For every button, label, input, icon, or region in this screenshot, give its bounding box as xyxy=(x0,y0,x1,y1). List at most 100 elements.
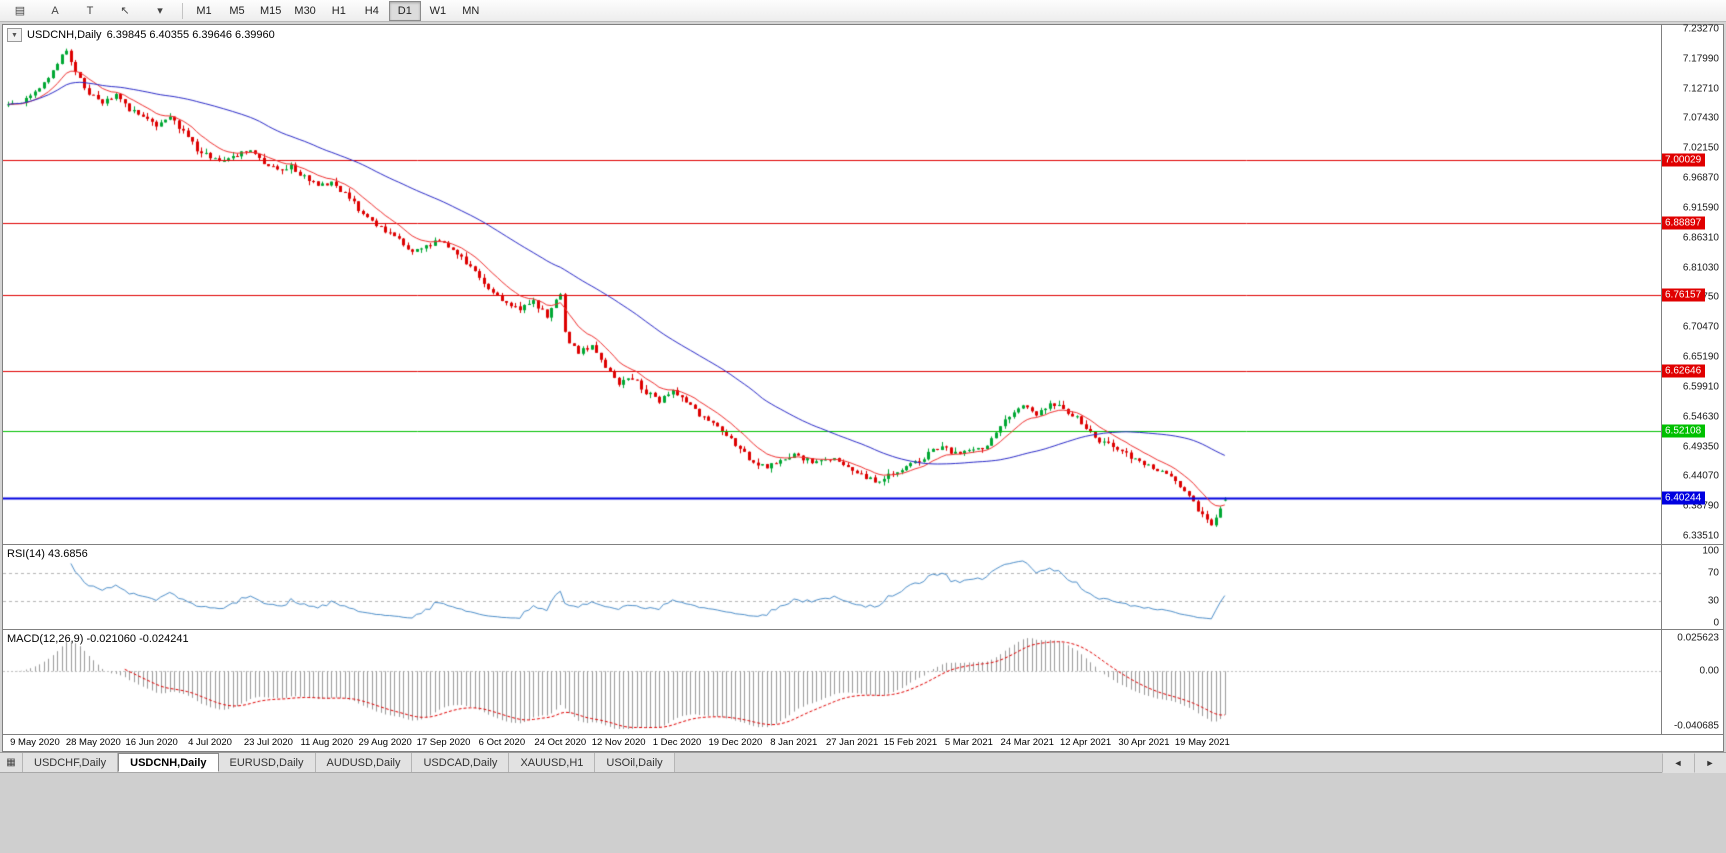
price-line-tag: 6.88897 xyxy=(1662,216,1706,230)
rsi-pane: RSI(14) 43.6856 100 70 30 0 xyxy=(3,545,1723,630)
price-axis-label: 6.96870 xyxy=(1682,172,1719,184)
date-axis-label: 12 Nov 2020 xyxy=(591,737,646,748)
macd-canvas[interactable] xyxy=(3,630,1661,734)
price-line-tag: 6.52108 xyxy=(1662,424,1706,438)
tab-scroll-left-icon[interactable]: ◄ xyxy=(1662,753,1694,773)
price-axis-label: 6.86310 xyxy=(1682,232,1719,244)
date-axis-label: 16 Jun 2020 xyxy=(125,737,178,748)
main-chart-canvas[interactable] xyxy=(3,25,1661,544)
tab-scroll-right-icon[interactable]: ► xyxy=(1694,753,1726,773)
date-axis-label: 4 Jul 2020 xyxy=(188,737,232,748)
date-axis-label: 9 May 2020 xyxy=(10,737,60,748)
chart-tab-usdchf[interactable]: USDCHF,Daily xyxy=(23,753,119,772)
text-label-icon[interactable]: T xyxy=(86,4,94,17)
chart-title: ▼ USDCNH,Daily 6.39845 6.40355 6.39646 6… xyxy=(7,28,275,42)
date-axis-label: 27 Jan 2021 xyxy=(825,737,879,748)
date-axis-label: 29 Aug 2020 xyxy=(358,737,412,748)
chart-window-icon[interactable]: ▤ xyxy=(14,4,26,17)
macd-pane: MACD(12,26,9) -0.021060 -0.024241 0.0256… xyxy=(3,630,1723,735)
date-axis-label: 5 Mar 2021 xyxy=(944,737,993,748)
price-axis-label: 6.44070 xyxy=(1682,470,1719,482)
tools-dropdown-icon[interactable]: ▾ xyxy=(157,4,163,17)
chart-tab-xauusd[interactable]: XAUUSD,H1 xyxy=(509,753,596,772)
date-axis-label: 19 May 2021 xyxy=(1174,737,1230,748)
timeframe-button-m1[interactable]: M1 xyxy=(196,4,212,17)
price-axis-label: 7.02150 xyxy=(1682,142,1719,154)
price-line-tag: 6.40244 xyxy=(1662,491,1706,505)
price-line-tag: 7.00029 xyxy=(1662,153,1706,167)
rsi-axis[interactable]: 100 70 30 0 xyxy=(1661,545,1723,629)
macd-axis-label: -0.040685 xyxy=(1673,720,1719,732)
timeframe-buttons-group: M1 M5 M15 M30 H1 H4 D1 W1 MN xyxy=(188,0,487,21)
date-axis-label: 24 Oct 2020 xyxy=(534,737,587,748)
status-area xyxy=(0,773,1726,853)
timeframe-button-m30[interactable]: M30 xyxy=(294,4,316,17)
chart-tab-usdcad[interactable]: USDCAD,Daily xyxy=(412,753,510,772)
rsi-canvas[interactable] xyxy=(3,545,1661,629)
rsi-indicator-label: RSI(14) 43.6856 xyxy=(7,548,88,560)
time-axis[interactable]: 9 May 2020 28 May 2020 16 Jun 2020 4 Jul 20… xyxy=(3,735,1723,751)
date-axis-label: 12 Apr 2021 xyxy=(1059,737,1112,748)
price-axis-label: 6.38790 xyxy=(1682,500,1719,512)
price-line-tag: 6.76157 xyxy=(1662,288,1706,302)
date-axis-label: 23 Jul 2020 xyxy=(243,737,293,748)
price-axis-label: 6.70470 xyxy=(1682,321,1719,333)
rsi-axis-label: 70 xyxy=(1707,567,1719,579)
chart-tab-usdcnh[interactable]: USDCNH,Daily xyxy=(118,753,219,772)
timeframe-button-w1[interactable]: W1 xyxy=(429,4,447,17)
timeframe-button-m5[interactable]: M5 xyxy=(229,4,245,17)
date-axis-label: 28 May 2020 xyxy=(65,737,121,748)
price-line-tag: 6.62646 xyxy=(1662,364,1706,378)
chart-ohlc-values: 6.39845 6.40355 6.39646 6.39960 xyxy=(106,29,275,41)
tab-scroll-controls: ◄ ► xyxy=(1662,753,1726,773)
text-annotation-icon[interactable]: A xyxy=(51,4,59,17)
chart-symbol-label: USDCNH,Daily xyxy=(27,29,102,41)
price-axis-label: 7.23270 xyxy=(1682,23,1719,35)
chart-tab-audusd[interactable]: AUDUSD,Daily xyxy=(315,753,413,772)
date-axis-label: 19 Dec 2020 xyxy=(708,737,763,748)
price-axis-label: 7.17990 xyxy=(1682,53,1719,65)
timeframe-button-m15[interactable]: M15 xyxy=(260,4,282,17)
date-axis-label: 8 Jan 2021 xyxy=(770,737,818,748)
chart-tab-usoil[interactable]: USOil,Daily xyxy=(595,753,675,772)
timeframe-button-d1[interactable]: D1 xyxy=(388,0,421,21)
macd-axis-label: 0.025623 xyxy=(1677,632,1719,644)
timeframe-button-h1[interactable]: H1 xyxy=(331,4,346,17)
price-axis[interactable]: 7.23270 7.17990 7.12710 7.07430 7.02150 6.968… xyxy=(1661,23,1723,544)
toolbar-separator xyxy=(182,2,183,19)
window-list-icon[interactable]: ▦ xyxy=(0,753,23,772)
price-axis-label: 6.33510 xyxy=(1682,530,1719,542)
date-axis-label: 30 Apr 2021 xyxy=(1118,737,1170,748)
top-toolbar: ▤ A T ↖ ▾ M1 M5 M15 M30 H1 H4 D1 W1 MN xyxy=(0,0,1726,22)
macd-label-text: MACD(12,26,9) -0.021060 -0.024241 xyxy=(7,633,189,645)
main-chart-pane: ▼ USDCNH,Daily 6.39845 6.40355 6.39646 6… xyxy=(3,23,1723,545)
chart-tab-eurusd[interactable]: EURUSD,Daily xyxy=(218,753,316,772)
collapse-chart-icon[interactable]: ▼ xyxy=(7,28,22,42)
price-axis-label: 6.81030 xyxy=(1682,262,1719,274)
rsi-axis-label: 100 xyxy=(1702,545,1719,557)
rsi-axis-label: 0 xyxy=(1713,617,1719,629)
price-axis-label: 7.12710 xyxy=(1682,83,1719,95)
cursor-tool-icon[interactable]: ↖ xyxy=(120,4,130,17)
date-axis-label: 11 Aug 2020 xyxy=(300,737,354,748)
price-axis-label: 6.49350 xyxy=(1682,441,1719,453)
chart-area: ▼ USDCNH,Daily 6.39845 6.40355 6.39646 6… xyxy=(2,24,1724,752)
price-axis-label: 7.07430 xyxy=(1682,112,1719,124)
macd-indicator-label: MACD(12,26,9) -0.021060 -0.024241 xyxy=(7,633,189,645)
price-axis-label: 6.54630 xyxy=(1682,411,1719,423)
date-axis-label: 1 Dec 2020 xyxy=(652,737,702,748)
timeframe-button-h4[interactable]: H4 xyxy=(364,4,379,17)
macd-axis-label: 0.00 xyxy=(1699,665,1719,677)
price-axis-label: 6.91590 xyxy=(1682,202,1719,214)
price-axis-label: 6.59910 xyxy=(1682,381,1719,393)
rsi-axis-label: 30 xyxy=(1707,595,1719,607)
tool-icons-group: ▤ A T ↖ ▾ xyxy=(3,1,177,21)
tabs-group: USDCHF,Daily USDCNH,Daily EURUSD,Daily AUDU… xyxy=(23,753,675,772)
date-axis-label: 24 Mar 2021 xyxy=(1000,737,1054,748)
date-axis-label: 15 Feb 2021 xyxy=(883,737,938,748)
macd-axis[interactable]: 0.025623 0.00 -0.040685 xyxy=(1661,630,1723,734)
rsi-label-text: RSI(14) 43.6856 xyxy=(7,548,88,560)
price-axis-label: 6.65190 xyxy=(1682,351,1719,363)
timeframe-button-mn[interactable]: MN xyxy=(462,4,480,17)
date-axis-label: 6 Oct 2020 xyxy=(478,737,526,748)
